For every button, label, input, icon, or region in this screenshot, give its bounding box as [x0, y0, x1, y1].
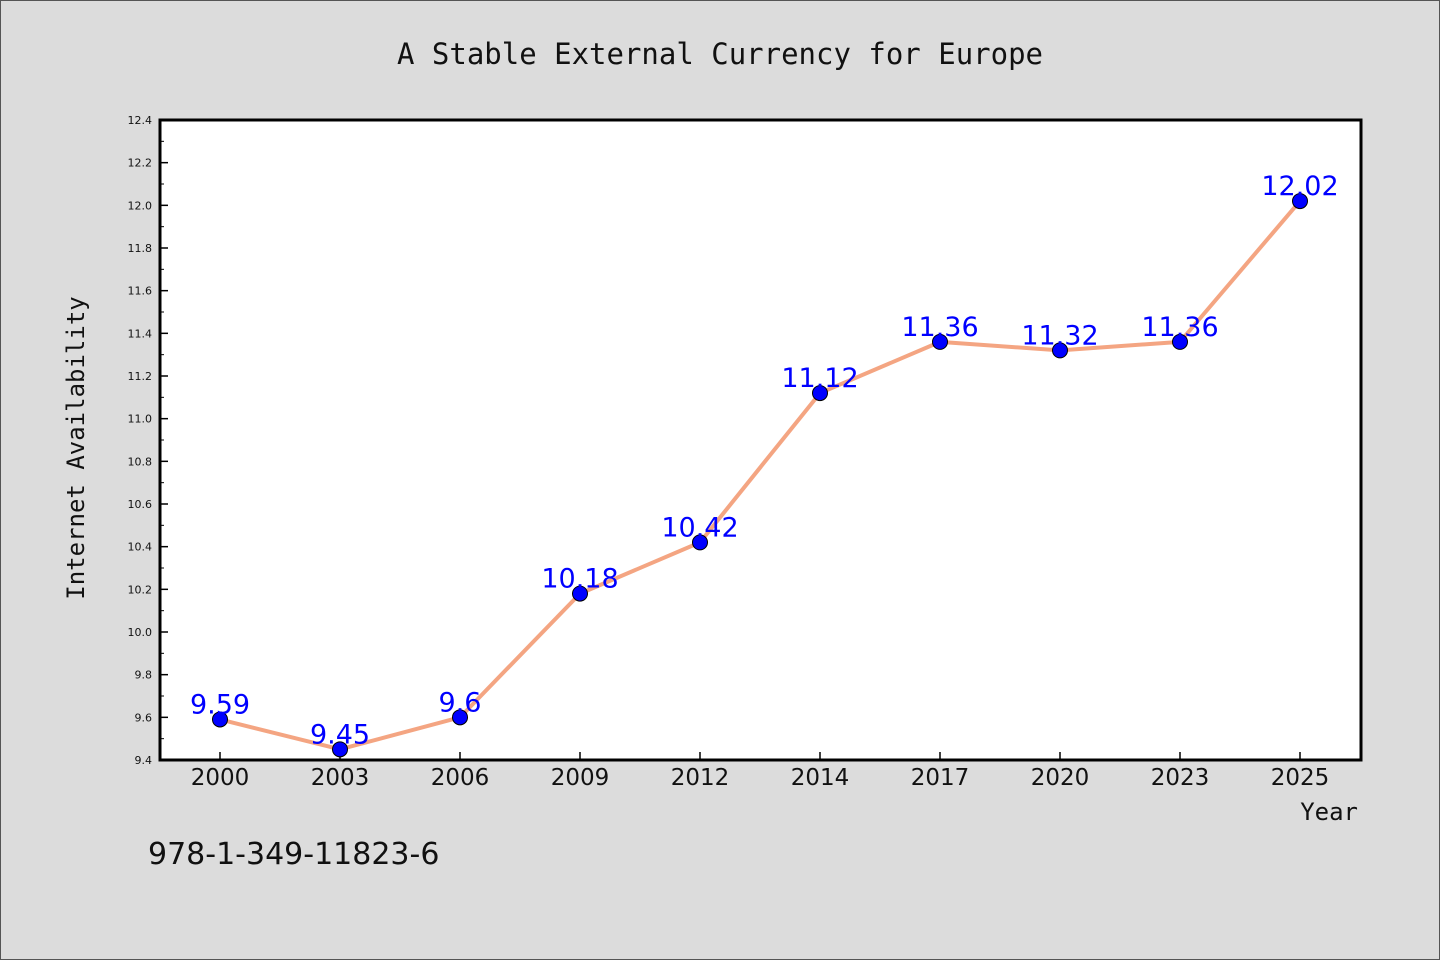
series-line: [219, 199, 1302, 752]
x-tick-label: 2014: [791, 765, 850, 791]
data-point: [1172, 333, 1188, 350]
y-tick-label: 12.4: [128, 114, 153, 127]
data-point: [452, 709, 468, 726]
y-tick-label: 10.0: [128, 626, 153, 639]
x-tick-label: 2009: [551, 765, 610, 791]
data-label: 11.36: [1141, 312, 1218, 343]
data-point: [932, 333, 948, 350]
x-tick-label: 2000: [191, 765, 250, 791]
y-axis: 9.4 9.6 9.8 10.0 10.2 10.4 10.6 10.8 11.0 11.2 11.…: [128, 114, 168, 767]
data-label: 11.12: [781, 363, 858, 394]
data-label: 9.59: [190, 689, 250, 720]
data-labels: 9.59 9.45 9.6 10.18 10.42 11.12 11.36 11.32 11.3…: [190, 171, 1339, 750]
x-axis: 2000 2003 2006 2009 2012 2014 2017 2020 2023 2025: [191, 752, 1330, 791]
y-tick-label: 10.4: [128, 541, 153, 554]
y-axis-label: Internet Availability: [62, 296, 90, 599]
data-point: [692, 534, 708, 551]
data-point: [212, 711, 228, 728]
y-tick-label: 10.6: [128, 498, 153, 511]
data-label: 11.32: [1021, 320, 1098, 351]
x-tick-label: 2006: [431, 765, 490, 791]
y-tick-label: 11.6: [128, 285, 153, 298]
x-tick-label: 2023: [1151, 765, 1210, 791]
data-point: [1292, 193, 1308, 210]
x-axis-label: Year: [1300, 798, 1358, 826]
footnote-isbn: 978-1-349-11823-6: [148, 837, 439, 872]
y-tick-label: 12.0: [128, 199, 153, 212]
data-label: 11.36: [901, 312, 978, 343]
y-tick-label: 10.2: [128, 583, 153, 596]
y-tick-label: 9.8: [135, 669, 153, 682]
data-label: 12.02: [1261, 171, 1338, 202]
chart-title: A Stable External Currency for Europe: [397, 37, 1043, 71]
data-point: [812, 385, 828, 402]
y-tick-label: 12.2: [128, 157, 153, 170]
data-label: 10.42: [661, 512, 738, 543]
y-tick-label: 10.8: [128, 455, 153, 468]
y-tick-label: 11.2: [128, 370, 153, 383]
x-tick-label: 2012: [671, 765, 730, 791]
y-tick-label: 11.8: [128, 242, 153, 255]
data-point: [572, 585, 588, 602]
data-point: [332, 741, 348, 758]
data-label: 10.18: [541, 564, 618, 595]
plot-area: [158, 118, 1363, 762]
x-tick-label: 2020: [1031, 765, 1090, 791]
y-tick-label: 9.4: [135, 754, 153, 767]
series-markers: [212, 193, 1308, 758]
x-tick-label: 2017: [911, 765, 970, 791]
x-tick-label: 2025: [1271, 765, 1330, 791]
data-label: 9.45: [310, 719, 370, 750]
data-label: 9.6: [439, 687, 482, 718]
y-tick-label: 11.0: [128, 413, 153, 426]
y-tick-label: 9.6: [135, 711, 153, 724]
y-tick-label: 11.4: [128, 327, 153, 340]
data-point: [1052, 342, 1068, 359]
x-tick-label: 2003: [311, 765, 370, 791]
